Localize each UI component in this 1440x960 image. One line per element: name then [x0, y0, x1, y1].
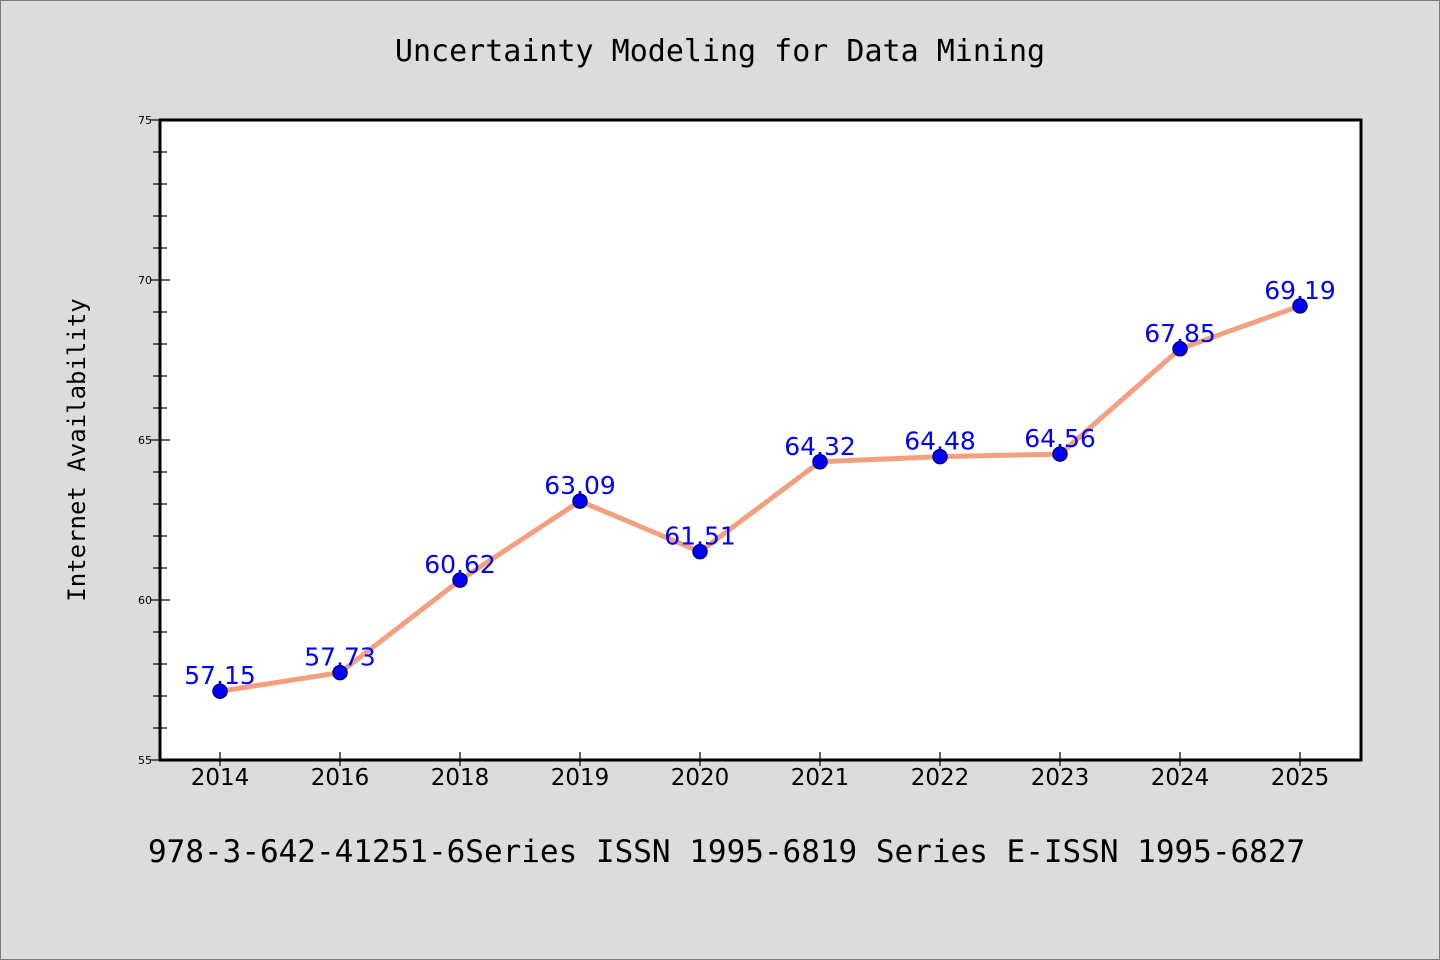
x-tick-label: 2020	[671, 765, 730, 791]
x-tick-label: 2025	[1271, 765, 1330, 791]
x-tick-label: 2016	[311, 765, 370, 791]
data-label: 63.09	[544, 471, 616, 500]
data-label: 57.15	[184, 661, 256, 690]
y-tick-label: 70	[138, 274, 152, 287]
x-tick-label: 2019	[551, 765, 610, 791]
data-label: 64.48	[904, 427, 976, 456]
data-label: 64.32	[784, 432, 856, 461]
x-tick-label: 2024	[1151, 765, 1210, 791]
series-line	[217, 303, 1303, 694]
data-point	[932, 448, 948, 465]
data-point	[1292, 298, 1308, 314]
data-label: 67.85	[1144, 319, 1216, 348]
data-label: 69.19	[1264, 276, 1336, 305]
data-label: 57.73	[304, 643, 376, 672]
y-axis-ticks: 55 60 65 70 75	[138, 114, 170, 767]
data-label: 60.62	[424, 550, 496, 579]
chart-title: Uncertainty Modeling for Data Mining	[394, 34, 1046, 69]
plot-area	[158, 118, 1363, 762]
data-point	[212, 683, 228, 699]
x-tick-label: 2023	[1031, 765, 1090, 791]
data-point	[1172, 341, 1188, 357]
data-label: 64.56	[1024, 424, 1096, 453]
series-group: 57.15 57.73 60.62 63.09 61.51 64.32 64.48 64.56…	[184, 276, 1336, 699]
data-point	[452, 572, 468, 588]
y-tick-label: 75	[138, 114, 152, 127]
x-tick-label: 2018	[431, 765, 490, 791]
x-axis-ticks: 2014 2016 2018 2019 2020 2021 2022 2023 2024 2025	[191, 752, 1330, 791]
x-tick-label: 2022	[911, 765, 970, 791]
y-tick-label: 55	[138, 754, 152, 767]
data-point	[812, 454, 828, 470]
data-point	[692, 543, 708, 560]
data-point	[1052, 446, 1068, 462]
data-label: 61.51	[664, 522, 736, 551]
y-tick-label: 65	[138, 434, 152, 447]
y-tick-label: 60	[138, 594, 152, 607]
data-point	[572, 493, 588, 509]
data-point	[332, 664, 348, 681]
x-tick-label: 2021	[791, 765, 850, 791]
footer-isbn-text: 978-3-642-41251-6Series ISSN 1995-6819 S…	[148, 834, 1306, 870]
x-tick-label: 2014	[191, 765, 250, 791]
